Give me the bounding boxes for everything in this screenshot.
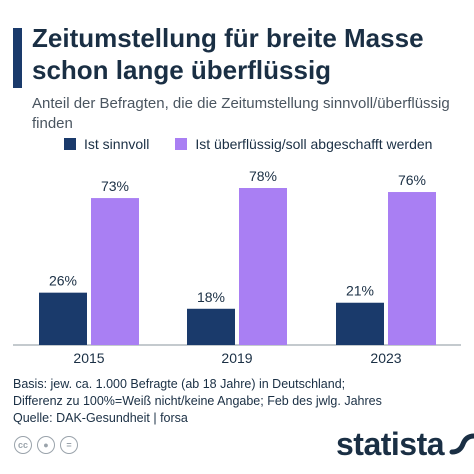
note-difference: Differenz zu 100%=Weiß nicht/keine Angab… [13,394,382,408]
bar-sinnvoll-2019 [187,308,235,345]
legend-item-sinnvoll: Ist sinnvoll [64,136,149,152]
cc-icon[interactable]: cc [14,436,32,454]
data-label-ueberfluessig-2023: 76% [398,172,426,188]
legend-swatch-sinnvoll [64,138,76,150]
legend-item-ueberfluessig: Ist überflüssig/soll abgeschafft werden [175,136,432,152]
legend-label-sinnvoll: Ist sinnvoll [84,136,150,152]
legend-swatch-ueberfluessig [175,138,188,150]
license-icons: cc ● = [14,436,83,454]
x-tick-label-2015: 2015 [73,350,104,366]
note-source: Quelle: DAK-Gesundheit | forsa [13,411,188,425]
x-tick-label-2019: 2019 [221,350,252,366]
data-label-ueberfluessig-2015: 73% [101,178,129,194]
title-accent-bar [13,28,22,88]
by-icon[interactable]: ● [37,436,55,454]
legend-label-ueberfluessig: Ist überflüssig/soll abgeschafft werden [195,136,433,152]
bar-ueberfluessig-2019 [239,188,287,345]
logo-mark-icon [448,430,474,460]
logo-text: statista [336,426,445,462]
bar-ueberfluessig-2015 [91,198,139,345]
data-label-sinnvoll-2015: 26% [49,273,77,289]
chart-subtitle: Anteil der Befragten, die die Zeitumstel… [32,95,450,132]
x-tick-label-2023: 2023 [370,350,401,366]
data-label-sinnvoll-2023: 21% [346,283,374,299]
bar-ueberfluessig-2023 [388,192,436,345]
statista-logo[interactable]: statista [336,426,474,463]
chart-title: Zeitumstellung für breite Masse schon la… [32,23,424,85]
bar-sinnvoll-2023 [336,302,384,345]
data-label-sinnvoll-2019: 18% [197,289,225,305]
notes: Basis: jew. ca. 1.000 Befragte (ab 18 Ja… [13,376,463,427]
bar-sinnvoll-2015 [39,292,87,345]
equals-icon[interactable]: = [60,436,78,454]
data-label-ueberfluessig-2019: 78% [249,168,277,184]
legend: Ist sinnvoll Ist überflüssig/soll abgesc… [64,136,458,152]
note-basis: Basis: jew. ca. 1.000 Befragte (ab 18 Ja… [13,377,346,391]
